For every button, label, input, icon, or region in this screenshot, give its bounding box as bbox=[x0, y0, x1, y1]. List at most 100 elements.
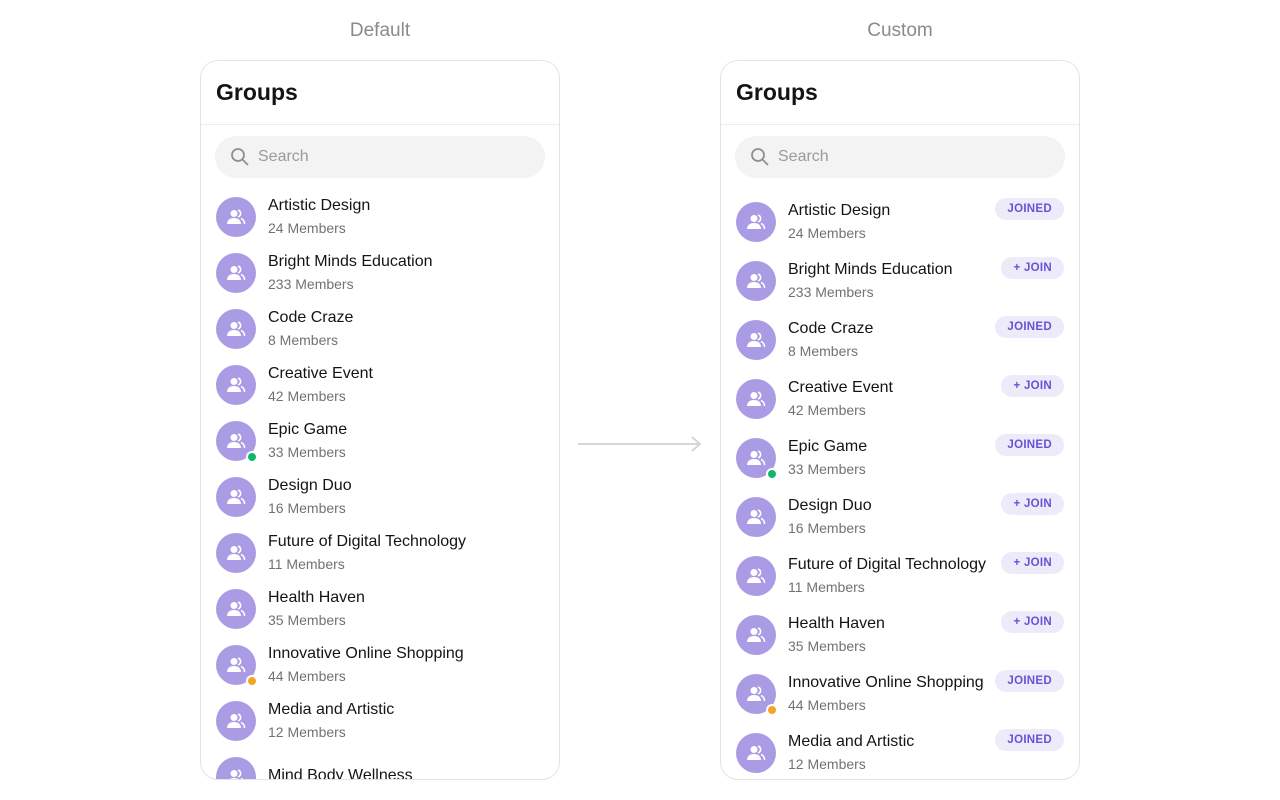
member-count: 24 Members bbox=[268, 220, 346, 236]
caption-custom: Custom bbox=[867, 20, 933, 41]
group-list-item[interactable]: Bright Minds Education 233 Members bbox=[216, 245, 544, 301]
member-count: 24 Members bbox=[788, 224, 866, 241]
joined-button[interactable]: JOINED bbox=[995, 316, 1064, 338]
group-list-item[interactable]: Bright Minds Education 233 Members + JOI… bbox=[736, 251, 1064, 310]
group-list-item[interactable]: Epic Game 33 Members JOINED bbox=[736, 428, 1064, 487]
group-list-item[interactable]: Design Duo 16 Members + JOIN bbox=[736, 487, 1064, 546]
group-name: Bright Minds Education bbox=[788, 260, 953, 278]
group-avatar bbox=[216, 197, 256, 237]
group-name: Epic Game bbox=[788, 437, 868, 455]
panel-title: Groups bbox=[216, 79, 298, 105]
group-avatar bbox=[736, 201, 776, 242]
group-icon bbox=[226, 321, 246, 337]
group-list-item[interactable]: Design Duo 16 Members bbox=[216, 469, 544, 525]
group-icon bbox=[746, 508, 766, 525]
group-list-item[interactable]: Innovative Online Shopping 44 Members JO… bbox=[736, 664, 1064, 723]
group-name: Epic Game bbox=[268, 421, 348, 438]
member-count: 42 Members bbox=[268, 388, 346, 404]
group-list-item[interactable]: Code Craze 8 Members JOINED bbox=[736, 310, 1064, 369]
group-avatar bbox=[736, 319, 776, 360]
joined-button[interactable]: JOINED bbox=[995, 198, 1064, 220]
group-list-item[interactable]: Health Haven 35 Members + JOIN bbox=[736, 605, 1064, 664]
group-avatar bbox=[216, 253, 256, 293]
member-count: 16 Members bbox=[788, 519, 866, 536]
group-list-item[interactable]: Artistic Design 24 Members bbox=[216, 189, 544, 245]
member-count: 11 Members bbox=[268, 556, 345, 572]
group-avatar bbox=[736, 673, 778, 716]
join-button[interactable]: + JOIN bbox=[1001, 257, 1064, 279]
group-list-item[interactable]: Code Craze 8 Members bbox=[216, 301, 544, 357]
group-list-item[interactable]: Artistic Design 24 Members JOINED bbox=[736, 192, 1064, 251]
group-icon bbox=[746, 685, 766, 702]
join-button[interactable]: + JOIN bbox=[1001, 493, 1064, 515]
group-icon bbox=[226, 209, 246, 225]
search-icon bbox=[751, 148, 769, 166]
group-name: Media and Artistic bbox=[788, 732, 915, 750]
join-button[interactable]: + JOIN bbox=[1001, 611, 1064, 633]
group-list-item[interactable]: Creative Event 42 Members + JOIN bbox=[736, 369, 1064, 428]
group-icon bbox=[226, 713, 246, 729]
group-list-item[interactable]: Media and Artistic 12 Members JOINED bbox=[736, 723, 1064, 779]
member-count: 44 Members bbox=[788, 696, 866, 713]
group-name: Design Duo bbox=[268, 477, 352, 494]
joined-button[interactable]: JOINED bbox=[995, 670, 1064, 692]
search-icon bbox=[231, 148, 249, 166]
group-name: Design Duo bbox=[788, 496, 872, 514]
group-list-item[interactable]: Health Haven 35 Members bbox=[216, 581, 544, 637]
group-list-item[interactable]: Future of Digital Technology 11 Members bbox=[216, 525, 544, 581]
search-input[interactable]: Search bbox=[215, 136, 545, 178]
member-count: 33 Members bbox=[268, 444, 346, 460]
group-name: Health Haven bbox=[788, 614, 885, 632]
group-name: Code Craze bbox=[268, 309, 354, 326]
group-avatar bbox=[216, 533, 256, 573]
group-avatar bbox=[736, 732, 776, 773]
arrow-right-icon bbox=[578, 436, 702, 452]
group-avatar bbox=[736, 496, 776, 537]
member-count: 35 Members bbox=[268, 612, 346, 628]
group-name: Media and Artistic bbox=[268, 701, 395, 718]
group-name: Bright Minds Education bbox=[268, 253, 433, 270]
group-name: Mind Body Wellness bbox=[268, 767, 413, 780]
joined-button[interactable]: JOINED bbox=[995, 729, 1064, 751]
group-avatar bbox=[216, 365, 256, 405]
header-divider bbox=[721, 124, 1079, 125]
group-avatar bbox=[736, 437, 778, 480]
group-icon bbox=[226, 265, 246, 281]
group-list[interactable]: Artistic Design 24 Members Bright Minds … bbox=[216, 189, 544, 780]
joined-button[interactable]: JOINED bbox=[995, 434, 1064, 456]
member-count: 8 Members bbox=[788, 342, 859, 359]
private-status-icon bbox=[246, 675, 258, 687]
group-icon bbox=[226, 545, 246, 561]
groups-panel-default: Groups Search Artistic Design 24 Members… bbox=[200, 60, 560, 780]
group-icon bbox=[746, 390, 766, 407]
header-divider bbox=[201, 124, 559, 125]
group-list-item[interactable]: Media and Artistic 12 Members bbox=[216, 693, 544, 749]
panel-title: Groups bbox=[736, 79, 818, 105]
join-button[interactable]: + JOIN bbox=[1001, 552, 1064, 574]
group-list-item[interactable]: Epic Game 33 Members bbox=[216, 413, 544, 469]
member-count: 233 Members bbox=[268, 276, 354, 292]
private-status-icon bbox=[766, 703, 778, 716]
group-icon bbox=[226, 489, 246, 505]
groups-panel-custom: Groups Search Artistic Design 24 Members… bbox=[720, 60, 1080, 780]
join-button[interactable]: + JOIN bbox=[1001, 375, 1064, 397]
group-list-item[interactable]: Creative Event 42 Members bbox=[216, 357, 544, 413]
member-count: 35 Members bbox=[788, 637, 866, 654]
group-icon bbox=[226, 433, 246, 449]
group-avatar bbox=[216, 309, 256, 349]
group-name: Innovative Online Shopping bbox=[268, 645, 464, 662]
group-list[interactable]: Artistic Design 24 Members JOINED Bright… bbox=[736, 192, 1064, 779]
search-input[interactable]: Search bbox=[735, 136, 1065, 178]
group-icon bbox=[746, 272, 766, 289]
group-list-item[interactable]: Mind Body Wellness bbox=[216, 749, 544, 780]
group-icon bbox=[746, 567, 766, 584]
group-list-item[interactable]: Future of Digital Technology 11 Members … bbox=[736, 546, 1064, 605]
group-list-item[interactable]: Innovative Online Shopping 44 Members bbox=[216, 637, 544, 693]
group-avatar bbox=[216, 757, 256, 779]
member-count: 8 Members bbox=[268, 332, 339, 348]
group-icon bbox=[226, 377, 246, 393]
group-name: Artistic Design bbox=[788, 201, 891, 219]
group-icon bbox=[226, 657, 246, 673]
group-name: Code Craze bbox=[788, 319, 874, 337]
group-avatar bbox=[736, 378, 776, 419]
